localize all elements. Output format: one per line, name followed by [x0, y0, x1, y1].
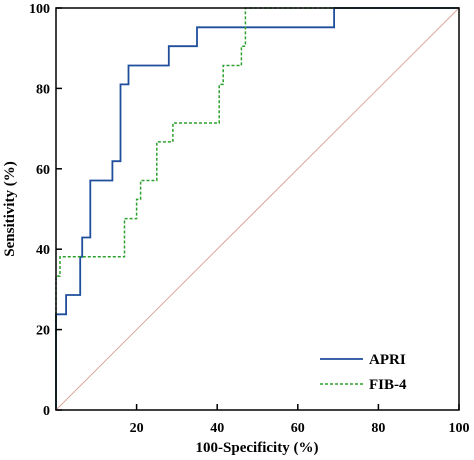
reference-line [55, 7, 460, 411]
y-tick-label: 60 [36, 163, 50, 178]
x-tick-label: 80 [371, 421, 385, 436]
series-line-fib-4 [55, 7, 459, 410]
series-line-apri [55, 7, 459, 410]
y-tick-label: 20 [36, 324, 50, 339]
x-tick-label: 20 [130, 421, 144, 436]
legend-label-apri: APRI [369, 352, 406, 368]
x-axis-title: 100-Specificity (%) [196, 440, 319, 456]
plot-frame [55, 7, 460, 411]
legend-label-fib-4: FIB-4 [369, 377, 407, 393]
y-tick-label: 80 [36, 82, 50, 97]
y-tick-label: 40 [36, 243, 50, 258]
y-axis-title: Sensitivity (%) [2, 161, 18, 256]
y-tick-label: 0 [43, 404, 50, 419]
legend: APRI FIB-4 [320, 352, 407, 393]
x-tick-label: 40 [210, 421, 224, 436]
plot-area [55, 7, 460, 411]
x-tick-label: 100 [449, 421, 470, 436]
y-tick-label: 100 [29, 2, 50, 17]
axes: 20 40 60 80 100 0 20 40 60 80 100 [29, 2, 470, 436]
x-tick-label: 60 [291, 421, 305, 436]
